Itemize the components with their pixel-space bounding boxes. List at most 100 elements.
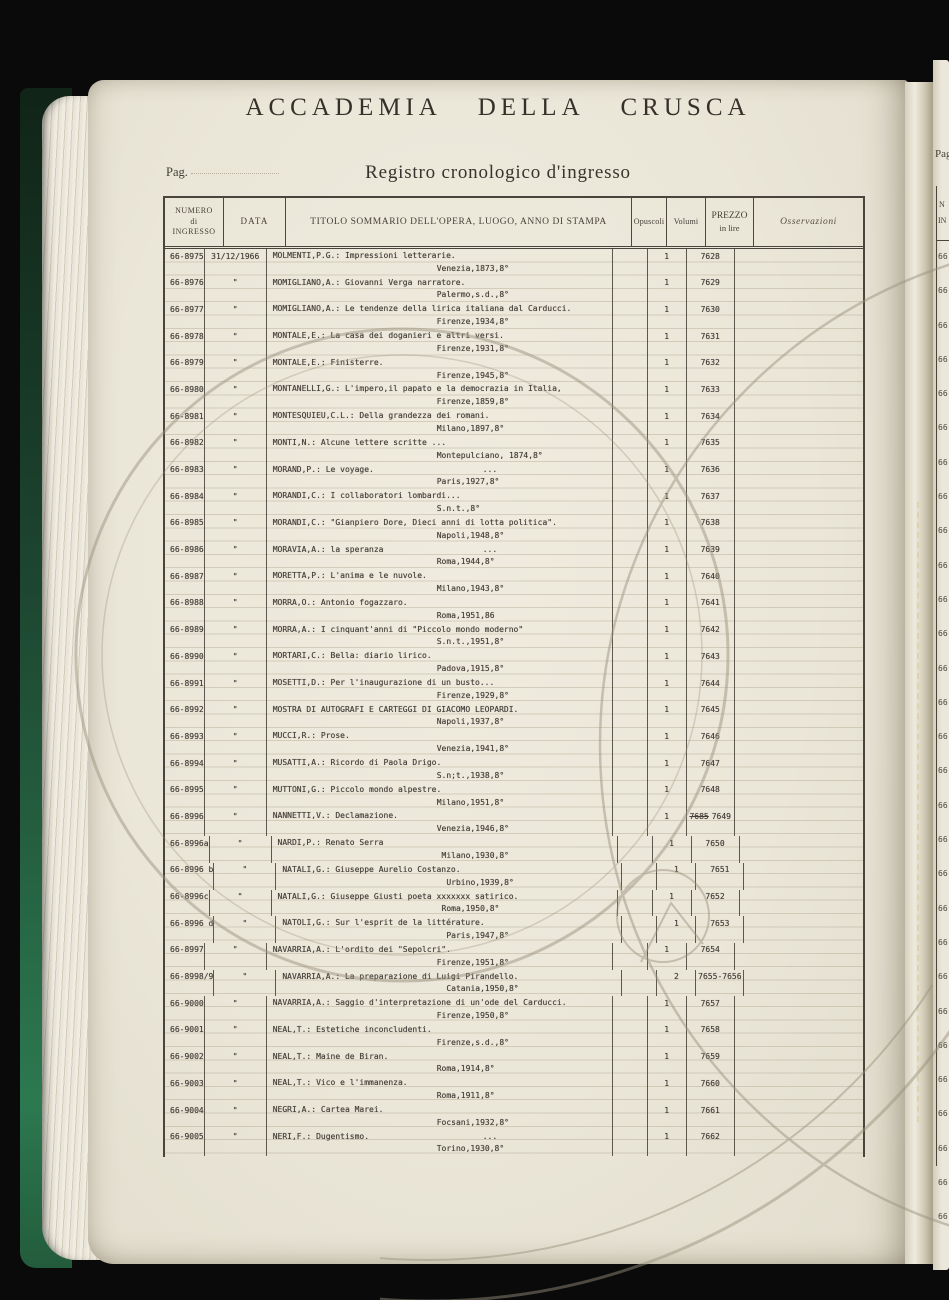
title-line: NEAL,T.: Vico e l'immanenza. <box>272 1078 408 1088</box>
next-page-header-fragment-2: IN <box>938 216 947 225</box>
title-line: MOMIGLIANO,A.: Le tendenze della lirica … <box>272 304 572 314</box>
ingresso-number: 66-9002 <box>165 1049 205 1077</box>
prezzo-cell: 7654 <box>687 942 735 970</box>
table-row: 66-8990 " MORTARI,C.: Bella: diario liri… <box>165 649 863 676</box>
binding-stitches <box>917 502 919 1122</box>
table-row: 66-8993 " MUCCI,R.: Prose. Venezia,1941,… <box>165 729 863 757</box>
opuscoli-cell <box>613 249 648 276</box>
title-line: NATALI,G.: Giuseppe Giusti poeta xxxxxxx… <box>277 891 519 901</box>
ingresso-number: 66-8997 <box>165 942 205 970</box>
next-page-row-fragment: 66 <box>938 492 948 502</box>
table-row: 66-8992 " MOSTRA DI AUTOGRAFI E CARTEGGI… <box>165 702 863 730</box>
header-volumi: Volumi <box>667 198 706 246</box>
prezzo-struck-value: 7685 <box>689 811 709 821</box>
osservazioni-cell <box>740 890 863 917</box>
date-cell: " <box>205 382 267 410</box>
title-line: MONTI,N.: Alcune lettere scritte ... <box>272 437 447 447</box>
next-page-row-fragment: 66 <box>938 937 948 947</box>
table-row: 66-8998/9 " NAVARRIA,A.: La preparazione… <box>165 969 863 997</box>
ledger-page: ACCADEMIA DELLA CRUSCA Pag. Registro cro… <box>88 80 908 1264</box>
osservazioni-cell <box>735 1076 863 1103</box>
opuscoli-cell <box>613 1049 648 1077</box>
table-row: 66-8980 " MONTANELLI,G.: L'impero,il pap… <box>165 382 863 410</box>
prezzo-cell: 7647 <box>687 756 735 783</box>
date-cell: " <box>205 1022 267 1050</box>
next-page-row-fragment: 66 <box>938 594 948 604</box>
title-cell: MOMIGLIANO,A.: Giovanni Verga narratore.… <box>267 275 613 303</box>
opuscoli-cell <box>613 542 648 570</box>
ingresso-number: 66-8993 <box>165 729 205 757</box>
volumi-cell: 1 <box>648 1076 687 1103</box>
date-cell: " <box>205 435 267 463</box>
title-line: MOSTRA DI AUTOGRAFI E CARTEGGI DI GIACOM… <box>272 704 519 714</box>
date-cell: " <box>205 649 267 676</box>
date-cell: " <box>205 409 267 436</box>
date-cell: " <box>205 622 267 650</box>
ingresso-number: 66-8996c <box>165 889 210 917</box>
title-cell: MORANDI,C.: I collaboratori lombardi... … <box>267 489 613 516</box>
date-cell: " <box>214 862 277 890</box>
table-row: 66-8979 " MONTALE,E.: Finisterre. Firenz… <box>165 355 863 383</box>
ingresso-number: 66-8978 <box>165 329 205 356</box>
table-row: 66-8987 " MORETTA,P.: L'anima e le nuvol… <box>165 569 863 596</box>
opuscoli-cell <box>613 809 648 837</box>
prezzo-value: 7659 <box>700 1052 720 1062</box>
title-dots: ... <box>482 1131 498 1141</box>
place-line: Roma,1950,8° <box>441 904 500 914</box>
header-numero-line2: di <box>190 216 198 226</box>
title-line: MUTTONI,G.: Piccolo mondo alpestre. <box>272 784 442 794</box>
opuscoli-cell <box>613 1103 648 1130</box>
date-cell: " <box>214 916 277 943</box>
place-line: Firenze,1929,8° <box>436 690 509 700</box>
volumi-cell: 1 <box>648 702 687 730</box>
prezzo-cell: 7630 <box>687 302 735 330</box>
osservazioni-cell <box>735 996 863 1023</box>
date-cell: " <box>205 329 267 356</box>
title-cell: MONTESQUIEU,C.L.: Della grandezza dei ro… <box>267 409 613 436</box>
osservazioni-cell <box>735 1130 863 1157</box>
title-cell: MONTALE,E.: La casa dei doganieri e altr… <box>267 329 613 356</box>
title-cell: NATALI,G.: Giuseppe Giusti poeta xxxxxxx… <box>272 889 618 917</box>
place-line: S.n.t.,1951,8° <box>436 637 505 647</box>
prezzo-value: 7647 <box>700 758 720 768</box>
date-cell: " <box>205 462 267 490</box>
title-line: MONTANELLI,G.: L'impero,il papato e la d… <box>272 384 562 394</box>
prezzo-value: 7641 <box>700 598 720 608</box>
table-row: 66-8986 " MORAVIA,A.: la speranza ... Ro… <box>165 542 863 570</box>
date-cell: " <box>205 1103 267 1130</box>
title-cell: MOSETTI,D.: Per l'inaugurazione di un bu… <box>267 676 613 703</box>
title-line: NEAL,T.: Maine de Biran. <box>272 1051 389 1061</box>
volumi-cell: 1 <box>648 329 687 356</box>
ingresso-number: 66-8996 d <box>165 916 215 943</box>
table-row: 66-8978 " MONTALE,E.: La casa dei dogani… <box>165 329 863 356</box>
volumi-cell: 1 <box>648 355 687 383</box>
next-page-row-fragment: 66 <box>938 1075 948 1085</box>
place-line: Firenze,1950,8° <box>436 1011 509 1021</box>
title-line: NAVARRIA,A.: Saggio d'interpretazione di… <box>272 998 567 1008</box>
title-cell: NATOLI,G.: Sur l'esprit de la littératur… <box>276 916 623 943</box>
volumi-cell: 1 <box>657 862 697 890</box>
place-line: Firenze,1934,8° <box>436 317 509 327</box>
prezzo-value: 7636 <box>700 465 720 474</box>
page-title: ACCADEMIA DELLA CRUSCA <box>245 94 751 121</box>
table-row: 66-8996 d " NATOLI,G.: Sur l'esprit de l… <box>165 916 863 943</box>
next-page-row-fragment: 66 <box>938 389 948 399</box>
title-cell: NEAL,T.: Maine de Biran. Roma,1914,8° <box>267 1049 613 1077</box>
header-numero-line3: INGRESSO <box>172 227 216 237</box>
next-page-row-fragment: 66 <box>938 835 948 845</box>
next-page-pag-label: Pag- <box>935 148 949 160</box>
osservazioni-cell <box>735 276 863 303</box>
title-cell: NERI,F.: Dugentismo. ... Torino,1930,8° <box>267 1129 613 1157</box>
table-row: 66-8977 " MOMIGLIANO,A.: Le tendenze del… <box>165 302 863 330</box>
date-cell: " <box>205 275 267 303</box>
title-cell: MUSATTI,A.: Ricordo di Paola Drigo. S.n;… <box>267 756 613 783</box>
prezzo-value: 7661 <box>700 1105 720 1115</box>
title-cell: NEGRI,A.: Cartea Marei. Focsani,1932,8° <box>267 1103 613 1130</box>
osservazioni-cell <box>735 1050 863 1077</box>
ingresso-number: 66-8977 <box>165 302 205 330</box>
prezzo-cell: 7645 <box>687 702 735 730</box>
osservazioni-cell <box>735 302 863 329</box>
title-cell: MOLMENTI,P.G.: Impressioni letterarie. V… <box>267 249 613 276</box>
prezzo-cell: 7631 <box>687 329 735 356</box>
next-page-row-fragment: 66 <box>938 354 948 364</box>
